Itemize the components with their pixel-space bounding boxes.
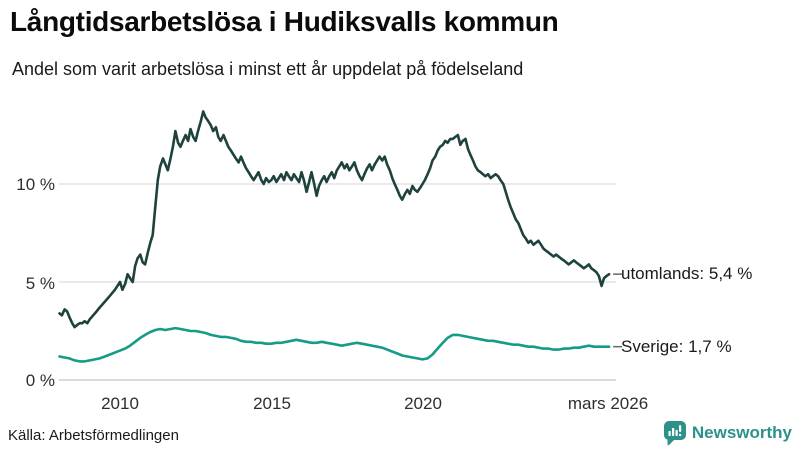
- x-tick-2010: 2010: [101, 394, 139, 413]
- series-line-utomlands: [58, 110, 611, 329]
- chart-subtitle: Andel som varit arbetslösa i minst ett å…: [12, 59, 524, 79]
- page-title: Långtidsarbetslösa i Hudiksvalls kommun: [10, 6, 559, 37]
- series-label-utomlands: utomlands: 5,4 %: [621, 264, 753, 283]
- series-line-sverige: [58, 326, 611, 363]
- brand-name: Newsworthy: [691, 423, 792, 442]
- y-tick-5: 5 %: [25, 274, 55, 293]
- y-tick-10: 10 %: [16, 175, 55, 194]
- newsworthy-logo-icon: [663, 421, 686, 446]
- brand-lockup: Newsworthy: [663, 420, 792, 446]
- y-tick-0: 0 %: [25, 371, 55, 390]
- x-tick-mars-2026: mars 2026: [567, 394, 649, 413]
- series-label-sverige: Sverige: 1,7 %: [621, 337, 732, 356]
- x-tick-2020: 2020: [404, 394, 442, 413]
- source-attribution: Källa: Arbetsförmedlingen: [8, 427, 179, 444]
- x-tick-2015: 2015: [253, 394, 291, 413]
